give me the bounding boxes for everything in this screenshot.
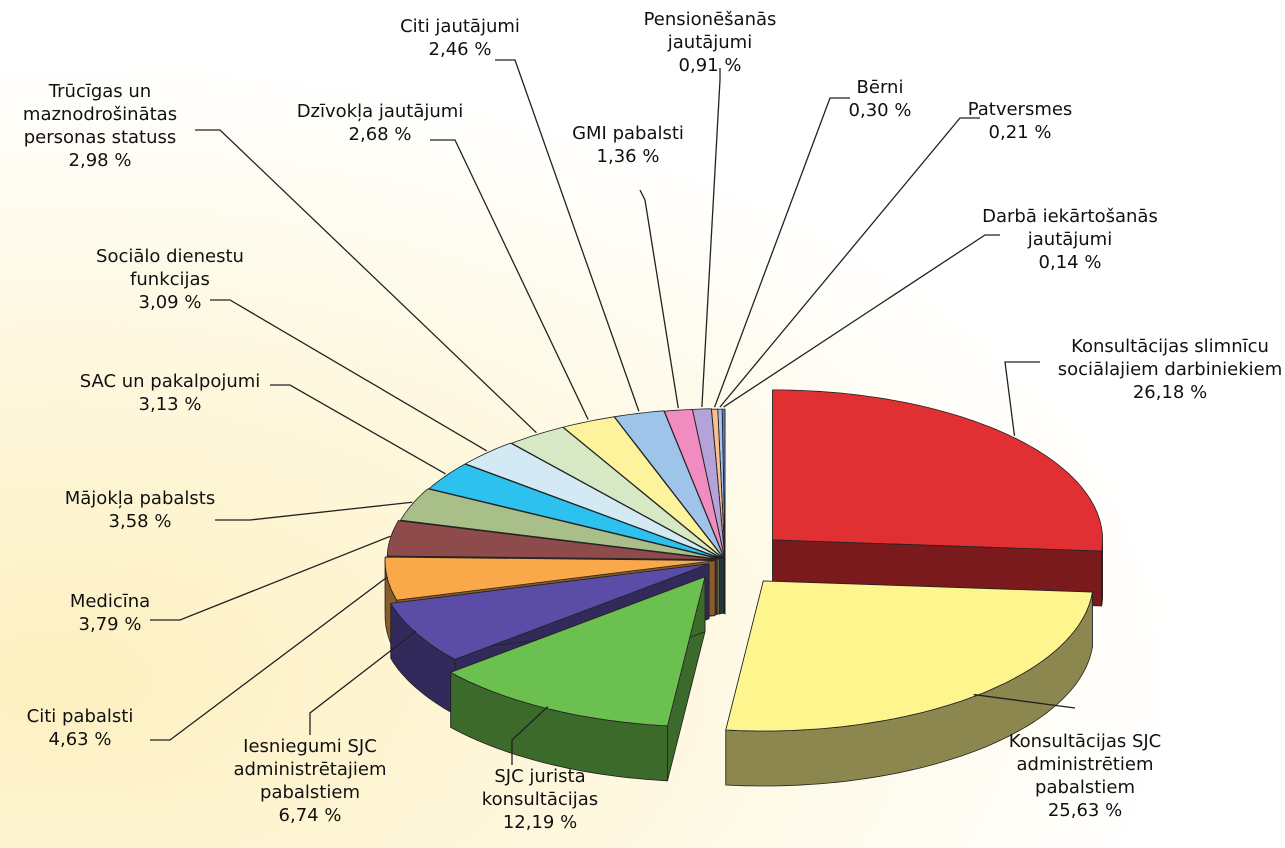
slice-label: Pensionēšanās jautājumi 0,91 % bbox=[610, 8, 810, 77]
slice bbox=[614, 410, 725, 559]
slice-label: Sociālo dienestu funkcijas 3,09 % bbox=[60, 245, 280, 314]
slice bbox=[400, 488, 720, 560]
slice-label: Medicīna 3,79 % bbox=[50, 590, 170, 636]
value-label: 0,21 % bbox=[988, 122, 1052, 143]
category-label: Sociālo dienestu funkcijas bbox=[96, 246, 244, 290]
value-label: 2,98 % bbox=[68, 150, 132, 171]
slice bbox=[772, 389, 1103, 552]
slice-label: Iesniegumi SJC administrētajiem pabalsti… bbox=[225, 735, 395, 827]
value-label: 0,14 % bbox=[1038, 252, 1102, 273]
value-label: 3,58 % bbox=[108, 511, 172, 532]
value-label: 3,13 % bbox=[138, 394, 202, 415]
slice-label: Konsultācijas SJC administrētiem pabalst… bbox=[975, 730, 1195, 822]
slice bbox=[465, 442, 722, 559]
category-label: GMI pabalsti bbox=[572, 123, 684, 144]
category-label: Konsultācijas slimnīcu sociālajiem darbi… bbox=[1057, 336, 1283, 380]
leader-line bbox=[270, 384, 446, 475]
leader-line bbox=[1004, 361, 1040, 436]
leader-line bbox=[973, 693, 1076, 709]
slice bbox=[725, 580, 1093, 732]
category-label: SAC un pakalpojumi bbox=[79, 371, 261, 392]
value-label: 12,19 % bbox=[502, 812, 578, 833]
value-label: 2,68 % bbox=[348, 124, 412, 145]
slice-label: Citi pabalsti 4,63 % bbox=[5, 705, 155, 751]
value-label: 2,46 % bbox=[428, 39, 492, 60]
value-label: 1,36 % bbox=[596, 146, 660, 167]
slice bbox=[511, 426, 724, 559]
category-label: Darbā iekārtošanās jautājumi bbox=[982, 206, 1158, 250]
category-label: Patversmes bbox=[967, 99, 1073, 120]
leader-line bbox=[511, 706, 549, 765]
slice-label: Mājokļa pabalsts 3,58 % bbox=[25, 487, 255, 533]
value-label: 3,79 % bbox=[78, 614, 142, 635]
slice bbox=[450, 576, 706, 727]
slice-label: Dzīvokļa jautājumi 2,68 % bbox=[265, 100, 495, 146]
value-label: 6,74 % bbox=[278, 805, 342, 826]
value-label: 26,18 % bbox=[1132, 382, 1208, 403]
category-label: Bērni bbox=[856, 77, 904, 98]
slice-label: SJC jurista konsultācijas 12,19 % bbox=[440, 765, 640, 834]
slice-label: Patversmes 0,21 % bbox=[950, 98, 1090, 144]
leader-line bbox=[150, 576, 388, 741]
value-label: 0,91 % bbox=[678, 55, 742, 76]
category-label: Pensionēšanās jautājumi bbox=[643, 9, 777, 53]
value-label: 3,09 % bbox=[138, 292, 202, 313]
slice-label: Trūcīgas un maznodrošinātas personas sta… bbox=[5, 80, 195, 172]
leader-line bbox=[210, 299, 488, 452]
value-label: 0,30 % bbox=[848, 100, 912, 121]
category-label: Citi jautājumi bbox=[400, 16, 520, 37]
leader-line bbox=[713, 97, 850, 408]
leader-line bbox=[495, 59, 640, 412]
slice-label: Konsultācijas slimnīcu sociālajiem darbi… bbox=[1040, 335, 1285, 404]
value-label: 25,63 % bbox=[1047, 800, 1123, 821]
category-label: Trūcīgas un maznodrošinātas personas sta… bbox=[22, 81, 178, 148]
leader-line bbox=[723, 234, 1000, 408]
leader-line bbox=[430, 139, 589, 420]
leader-line bbox=[195, 129, 537, 434]
slice bbox=[390, 563, 710, 660]
slice bbox=[562, 416, 724, 559]
slice-label: GMI pabalsti 1,36 % bbox=[568, 122, 688, 168]
category-label: Iesniegumi SJC administrētajiem pabalsti… bbox=[233, 736, 387, 803]
category-label: SJC jurista konsultācijas bbox=[481, 766, 599, 810]
slice bbox=[428, 463, 722, 560]
leader-line bbox=[215, 501, 413, 521]
leader-line bbox=[309, 630, 417, 735]
category-label: Konsultācijas SJC administrētiem pabalst… bbox=[1008, 731, 1162, 798]
category-label: Mājokļa pabalsts bbox=[64, 488, 216, 509]
value-label: 4,63 % bbox=[48, 729, 112, 750]
slice-label: Citi jautājumi 2,46 % bbox=[380, 15, 540, 61]
slice bbox=[664, 409, 725, 559]
leader-line bbox=[639, 189, 679, 409]
leader-line bbox=[719, 117, 980, 408]
category-label: Medicīna bbox=[69, 591, 151, 612]
leader-line bbox=[701, 68, 721, 408]
leader-line bbox=[150, 535, 391, 621]
category-label: Citi pabalsti bbox=[26, 706, 134, 727]
slice-label: Darbā iekārtošanās jautājumi 0,14 % bbox=[970, 205, 1170, 274]
slice-label: Bērni 0,30 % bbox=[830, 76, 930, 122]
slice-label: SAC un pakalpojumi 3,13 % bbox=[40, 370, 300, 416]
category-label: Dzīvokļa jautājumi bbox=[296, 101, 464, 122]
slice bbox=[384, 556, 716, 601]
slice bbox=[386, 520, 718, 560]
